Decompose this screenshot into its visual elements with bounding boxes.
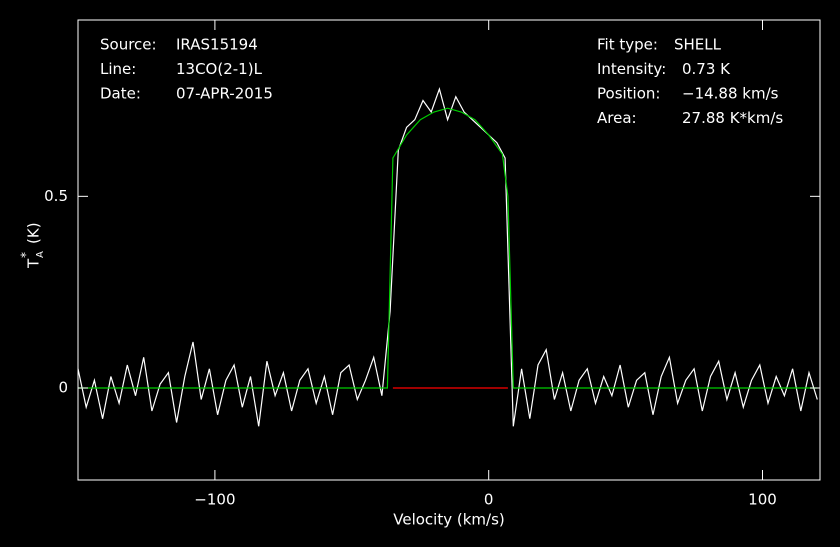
annotation-label: Fit type:	[597, 36, 658, 54]
x-axis-label: Velocity (km/s)	[393, 511, 504, 529]
annotation-text: SHELL	[674, 36, 722, 54]
annotation-text: 07-APR-2015	[176, 85, 273, 103]
spectrum-line	[77, 86, 818, 427]
annotation-label: Date:	[100, 85, 141, 103]
annotation-label: Line:	[100, 60, 136, 78]
x-tick-label: 100	[748, 491, 777, 509]
annotation-text: 13CO(2-1)L	[176, 60, 263, 78]
x-tick-label: −100	[194, 491, 235, 509]
annotation-text: −14.88 km/s	[682, 85, 779, 103]
y-label-sup: *	[19, 252, 33, 258]
x-tick-label: 0	[484, 491, 494, 509]
y-label-unit: (K)	[25, 222, 43, 244]
y-tick-label: 0.5	[44, 187, 68, 205]
y-label-sub: A	[35, 251, 46, 258]
y-tick-label: 0	[58, 379, 68, 397]
annotation-label: Source:	[100, 36, 157, 54]
annotation-label: Area:	[597, 109, 637, 127]
annotation-text: IRAS15194	[176, 36, 258, 54]
y-axis-label: T A * (K)	[19, 222, 47, 269]
annotation-label: Position:	[597, 85, 660, 103]
plot-frame	[77, 19, 821, 481]
annotation-text: 0.73 K	[682, 60, 731, 78]
annotation-label: Intensity:	[597, 60, 666, 78]
annotation-text: 27.88 K*km/s	[682, 109, 783, 127]
y-label-main: T	[25, 258, 43, 269]
spectrum-line	[78, 107, 818, 389]
